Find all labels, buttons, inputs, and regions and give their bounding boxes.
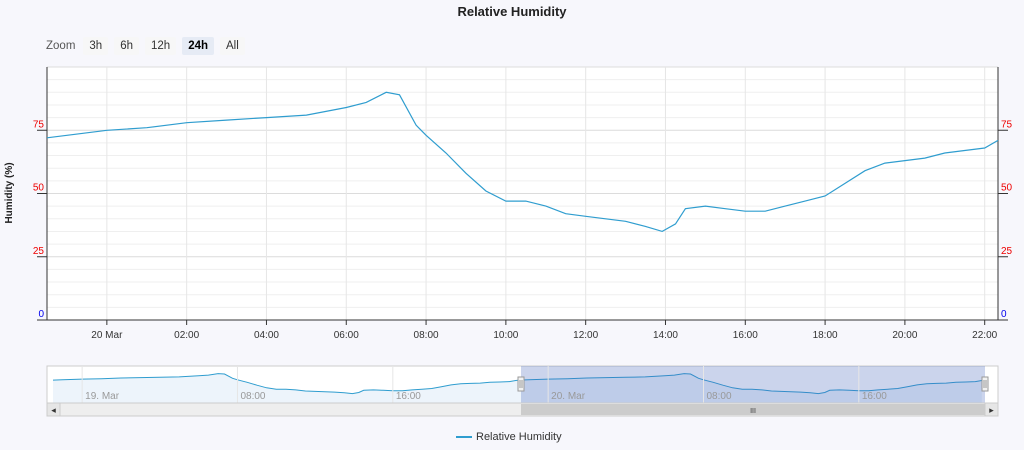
y-axis-label: Humidity (%) — [4, 162, 15, 223]
y-tick-label-left: 50 — [33, 183, 45, 194]
left-y-ticks: 0 25 50 75 — [33, 119, 47, 321]
navigator-x-tick-label: 20. Mar — [551, 391, 586, 402]
zoom-3h-button[interactable]: 3h — [83, 37, 109, 55]
navigator-x-tick-label: 19. Mar — [85, 391, 120, 402]
scrollbar-left-arrow-icon: ◂ — [51, 406, 56, 416]
x-tick-label: 10:00 — [493, 330, 518, 341]
legend-swatch — [456, 436, 472, 438]
y-tick-label-right: 75 — [1001, 119, 1013, 130]
navigator-line — [52, 373, 982, 395]
scrollbar[interactable]: ◂ III ▸ — [46, 402, 999, 417]
navigator-x-tick-label: 16:00 — [396, 391, 421, 402]
navigator-area — [53, 373, 982, 403]
navigator-x-ticks: 19. Mar 08:00 16:00 20. Mar 08:00 16:00 — [81, 366, 887, 403]
y-tick-label-left: 25 — [33, 246, 45, 257]
scrollbar-right-arrow-icon: ▸ — [989, 406, 994, 416]
x-tick-label: 20 Mar — [91, 330, 123, 341]
series-line-relative-humidity — [46, 91, 999, 233]
y-tick-label-right: 25 — [1001, 246, 1013, 257]
navigator[interactable]: 19. Mar 08:00 16:00 20. Mar 08:00 16:00 — [46, 365, 999, 404]
x-tick-label: 18:00 — [813, 330, 838, 341]
zoom-label: Zoom — [46, 40, 76, 52]
x-tick-label: 06:00 — [334, 330, 359, 341]
scrollbar-right-button[interactable] — [984, 402, 999, 417]
y-tick-label-left: 0 — [38, 309, 44, 320]
zoom-all-button[interactable]: All — [220, 37, 245, 55]
zoom-6h-button[interactable]: 6h — [114, 37, 139, 55]
zoom-selector: Zoom 3h 6h 12h 24h All — [46, 36, 251, 56]
x-tick-label: 22:00 — [972, 330, 997, 341]
x-tick-label: 12:00 — [573, 330, 598, 341]
scrollbar-grip-icon: III — [750, 408, 756, 415]
x-tick-label: 04:00 — [254, 330, 279, 341]
navigator-left-handle[interactable] — [517, 376, 525, 392]
navigator-x-tick-label: 16:00 — [862, 391, 887, 402]
grid-lines — [47, 66, 998, 320]
legend-label[interactable]: Relative Humidity — [476, 431, 562, 443]
navigator-x-tick-label: 08:00 — [706, 391, 731, 402]
x-ticks: 20 Mar 02:00 04:00 06:00 08:00 10:00 12:00 14:0… — [91, 320, 998, 341]
zoom-12h-button[interactable]: 12h — [145, 37, 177, 55]
zoom-24h-button[interactable]: 24h — [182, 37, 215, 55]
scrollbar-left-button[interactable] — [46, 402, 61, 417]
navigator-right-handle[interactable] — [981, 376, 989, 392]
navigator-selected-range[interactable] — [521, 366, 985, 403]
x-tick-label: 16:00 — [733, 330, 758, 341]
scrollbar-thumb[interactable] — [521, 404, 985, 415]
legend[interactable]: Relative Humidity — [456, 431, 562, 443]
right-y-ticks: 0 25 50 75 — [998, 119, 1013, 321]
chart-title: Relative Humidity — [457, 4, 567, 19]
y-tick-label-left: 75 — [33, 119, 45, 130]
x-tick-label: 02:00 — [174, 330, 199, 341]
x-tick-label: 08:00 — [414, 330, 439, 341]
x-tick-label: 14:00 — [653, 330, 678, 341]
y-tick-label-right: 50 — [1001, 183, 1013, 194]
y-tick-label-right: 0 — [1001, 309, 1007, 320]
navigator-x-tick-label: 08:00 — [240, 391, 265, 402]
x-tick-label: 20:00 — [892, 330, 917, 341]
